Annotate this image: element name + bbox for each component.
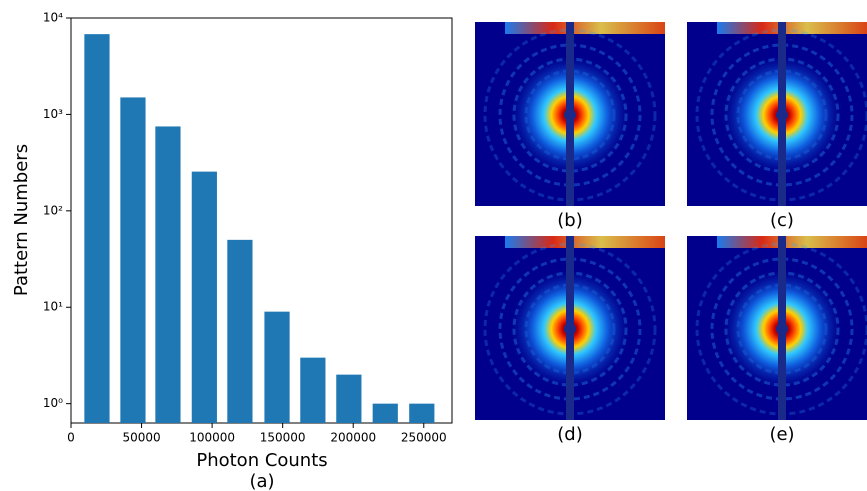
x-tick-label: 150000 xyxy=(260,431,306,445)
bar xyxy=(409,403,435,423)
panel-caption: (b) xyxy=(557,210,582,231)
bar xyxy=(336,374,362,423)
beamstop-center xyxy=(564,109,576,121)
y-tick-label: 10² xyxy=(43,203,63,217)
x-tick-label: 100000 xyxy=(189,431,235,445)
x-tick-label: 50000 xyxy=(122,431,160,445)
pattern-image xyxy=(475,22,665,206)
x-tick-label: 0 xyxy=(67,431,75,445)
pattern-image xyxy=(687,22,867,206)
x-tick-label: 250000 xyxy=(401,431,447,445)
bar xyxy=(191,171,217,423)
y-tick-label: 10⁰ xyxy=(43,396,63,410)
panel-caption: (c) xyxy=(770,210,794,231)
x-axis-label: Photon Counts xyxy=(196,450,327,471)
detector-band xyxy=(505,236,665,248)
bar xyxy=(155,126,181,424)
beamstop-center xyxy=(776,323,788,335)
y-tick-label: 10¹ xyxy=(43,300,63,314)
bar xyxy=(120,97,146,424)
ring xyxy=(498,43,642,187)
bar xyxy=(372,403,398,423)
panel-caption: (e) xyxy=(769,424,794,445)
y-axis-label: Pattern Numbers xyxy=(11,144,32,296)
pattern-image xyxy=(475,236,665,420)
detector-band xyxy=(717,22,867,34)
x-tick-label: 200000 xyxy=(330,431,376,445)
pattern-image xyxy=(687,236,867,420)
y-tick-label: 10⁴ xyxy=(43,11,63,25)
ring xyxy=(498,257,642,401)
plot-frame xyxy=(70,17,453,424)
y-tick-label: 10³ xyxy=(43,107,63,121)
detector-band xyxy=(505,22,665,34)
beamstop-center xyxy=(776,109,788,121)
bar xyxy=(300,357,326,423)
ring xyxy=(710,43,854,187)
bar xyxy=(84,34,110,424)
bar xyxy=(227,239,253,423)
bar xyxy=(264,311,290,423)
ring xyxy=(710,257,854,401)
panel-caption: (d) xyxy=(557,424,582,445)
caption: (a) xyxy=(249,471,274,491)
beamstop-center xyxy=(564,323,576,335)
detector-band xyxy=(717,236,867,248)
